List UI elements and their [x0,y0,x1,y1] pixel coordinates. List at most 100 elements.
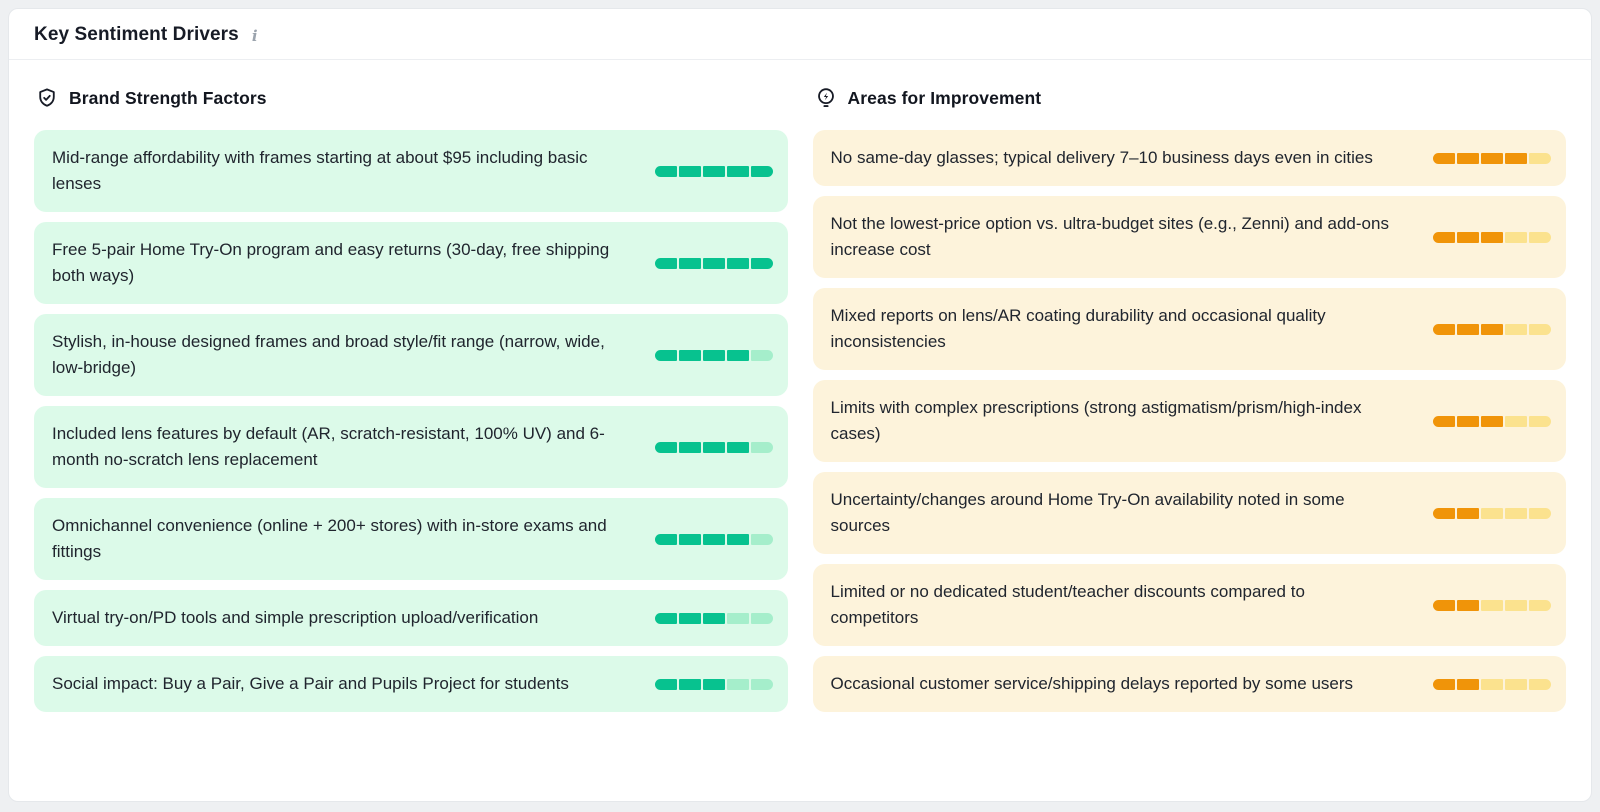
score-bar [654,678,773,690]
score-segment [1481,678,1503,690]
score-segment [702,441,725,453]
score-bar [1433,599,1551,611]
score-segment [1433,415,1455,427]
card-text: Included lens features by default (AR, s… [52,424,605,469]
score-segment [1505,599,1527,611]
score-segment [1457,415,1479,427]
score-segment [654,257,677,269]
sentiment-card: Uncertainty/changes around Home Try-On a… [812,472,1566,554]
score-segment [1457,152,1479,164]
strength-cards-list: Mid-range affordability with frames star… [34,130,788,712]
sentiment-card: Not the lowest-price option vs. ultra-bu… [812,196,1566,278]
score-segment [750,257,773,269]
score-bar [654,257,773,269]
score-segment [1505,231,1527,243]
score-segment [678,165,701,177]
score-segment [702,165,725,177]
score-segment [678,533,701,545]
score-bar [1433,323,1551,335]
sentiment-card: Limits with complex prescriptions (stron… [812,380,1566,462]
score-segment [678,678,701,690]
score-segment [750,612,773,624]
lightbulb-zap-icon [815,87,837,109]
sentiment-card: Limited or no dedicated student/teacher … [812,564,1566,646]
score-segment [1529,152,1551,164]
sentiment-card: Social impact: Buy a Pair, Give a Pair a… [34,656,788,712]
score-segment [678,441,701,453]
score-bar [1433,231,1551,243]
score-segment [1457,323,1479,335]
score-segment [1433,678,1455,690]
card-text: Virtual try-on/PD tools and simple presc… [52,608,539,627]
shield-check-icon [36,87,58,109]
brand-strength-header: Brand Strength Factors [36,87,788,109]
score-bar [654,441,773,453]
card-text: No same-day glasses; typical delivery 7–… [830,148,1373,167]
card-text: Not the lowest-price option vs. ultra-bu… [830,214,1389,259]
score-segment [1505,323,1527,335]
sentiment-card: Included lens features by default (AR, s… [34,406,788,488]
score-segment [654,441,677,453]
score-segment [726,349,749,361]
score-segment [1481,323,1503,335]
score-segment [654,612,677,624]
sentiment-card: Mid-range affordability with frames star… [34,130,788,212]
score-segment [1505,507,1527,519]
column-title: Brand Strength Factors [69,87,267,108]
score-segment [678,257,701,269]
score-segment [702,257,725,269]
score-segment [1457,599,1479,611]
sentiment-card: Stylish, in-house designed frames and br… [34,314,788,396]
sentiment-card: Mixed reports on lens/AR coating durabil… [812,288,1566,370]
score-segment [1481,231,1503,243]
improvement-cards-list: No same-day glasses; typical delivery 7–… [812,130,1566,712]
score-segment [750,441,773,453]
score-segment [1529,231,1551,243]
card-text: Stylish, in-house designed frames and br… [52,332,605,377]
score-bar [1433,678,1551,690]
score-segment [726,165,749,177]
areas-improvement-header: Areas for Improvement [815,87,1567,109]
widget-body: Brand Strength Factors Mid-range afforda… [9,60,1591,712]
score-segment [1457,507,1479,519]
brand-strength-column: Brand Strength Factors Mid-range afforda… [34,87,788,712]
score-segment [1505,152,1527,164]
score-bar [654,533,773,545]
score-segment [1481,507,1503,519]
sentiment-card: No same-day glasses; typical delivery 7–… [812,130,1566,186]
score-segment [702,612,725,624]
sentiment-card: Occasional customer service/shipping del… [812,656,1566,712]
info-icon[interactable]: i [251,26,258,45]
card-text: Mid-range affordability with frames star… [52,148,588,193]
score-segment [1529,415,1551,427]
score-bar [1433,415,1551,427]
score-segment [750,678,773,690]
score-segment [1505,678,1527,690]
score-segment [1529,507,1551,519]
score-segment [1457,678,1479,690]
score-segment [1529,599,1551,611]
score-segment [1433,231,1455,243]
card-text: Occasional customer service/shipping del… [830,674,1354,693]
score-segment [1505,415,1527,427]
score-segment [1433,152,1455,164]
score-segment [678,349,701,361]
score-segment [1433,599,1455,611]
areas-improvement-column: Areas for Improvement No same-day glasse… [812,87,1567,712]
score-segment [726,678,749,690]
score-segment [1481,599,1503,611]
sentiment-card: Free 5-pair Home Try-On program and easy… [34,222,788,304]
card-text: Free 5-pair Home Try-On program and easy… [52,240,610,285]
score-segment [1481,415,1503,427]
card-text: Social impact: Buy a Pair, Give a Pair a… [52,674,569,693]
score-segment [654,678,677,690]
score-segment [726,257,749,269]
score-segment [654,533,677,545]
score-segment [726,612,749,624]
score-bar [1433,507,1551,519]
widget-header: Key Sentiment Drivers i [9,9,1591,60]
sentiment-card: Omnichannel convenience (online + 200+ s… [34,498,788,580]
page-title: Key Sentiment Drivers [34,24,239,45]
score-segment [750,349,773,361]
